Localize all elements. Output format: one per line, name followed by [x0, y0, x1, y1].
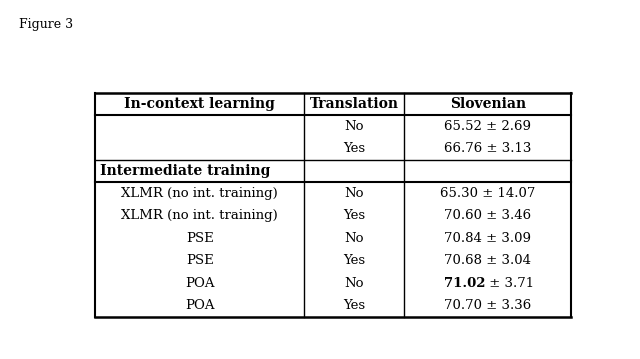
- Text: Yes: Yes: [343, 142, 365, 155]
- Text: 71.02: 71.02: [444, 277, 485, 290]
- Text: Yes: Yes: [343, 210, 365, 223]
- Text: 65.30 ± 14.07: 65.30 ± 14.07: [440, 187, 536, 200]
- Text: POA: POA: [185, 277, 214, 290]
- Text: Translation: Translation: [310, 97, 399, 111]
- Text: 70.70 ± 3.36: 70.70 ± 3.36: [444, 299, 531, 312]
- Text: No: No: [344, 187, 364, 200]
- Text: PSE: PSE: [186, 254, 214, 267]
- Text: 65.52 ± 2.69: 65.52 ± 2.69: [444, 120, 531, 133]
- Text: Intermediate training: Intermediate training: [100, 164, 270, 178]
- Text: 66.76 ± 3.13: 66.76 ± 3.13: [444, 142, 531, 155]
- Text: In-context learning: In-context learning: [124, 97, 275, 111]
- Text: Yes: Yes: [343, 254, 365, 267]
- Text: No: No: [344, 120, 364, 133]
- Text: 70.68 ± 3.04: 70.68 ± 3.04: [444, 254, 531, 267]
- Text: Slovenian: Slovenian: [450, 97, 526, 111]
- Text: No: No: [344, 277, 364, 290]
- Text: 70.84 ± 3.09: 70.84 ± 3.09: [444, 232, 531, 245]
- Text: No: No: [344, 232, 364, 245]
- Text: Figure 3: Figure 3: [19, 18, 74, 31]
- Text: PSE: PSE: [186, 232, 214, 245]
- Text: XLMR (no int. training): XLMR (no int. training): [121, 210, 278, 223]
- Text: POA: POA: [185, 299, 214, 312]
- Text: ± 3.71: ± 3.71: [485, 277, 534, 290]
- Text: Yes: Yes: [343, 299, 365, 312]
- Text: 70.60 ± 3.46: 70.60 ± 3.46: [444, 210, 531, 223]
- Text: XLMR (no int. training): XLMR (no int. training): [121, 187, 278, 200]
